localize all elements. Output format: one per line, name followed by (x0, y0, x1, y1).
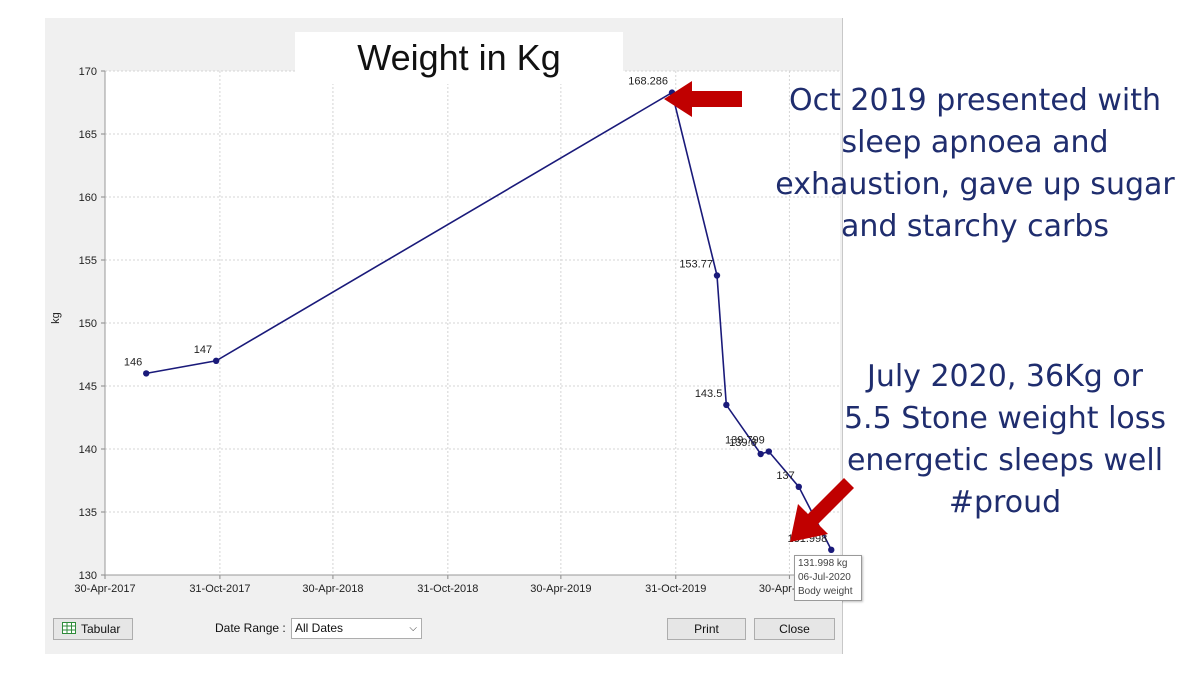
data-point[interactable] (143, 370, 150, 377)
data-label: 146 (124, 356, 142, 368)
y-tick-label: 170 (79, 66, 97, 78)
tooltip-series: Body weight (798, 586, 853, 597)
x-tick-label: 31-Oct-2019 (645, 583, 706, 595)
data-label: 137 (776, 470, 794, 482)
x-tick-label: 30-Apr-2017 (74, 583, 135, 595)
chevron-down-icon: ⌵ (409, 623, 417, 634)
chart-window: 130 135 140 145 150 155 160 165 170 30-Apr-2017 31… (45, 18, 843, 654)
print-button[interactable]: Print (667, 618, 746, 640)
series-body-weight: 146147168.286153.77143.5139.6139.7991371… (124, 76, 835, 554)
tabular-button[interactable]: Tabular (53, 618, 133, 640)
data-label: 139.6 (729, 437, 757, 449)
y-tick-label: 130 (79, 570, 97, 582)
annotation-line: July 2020, 36Kg or (866, 359, 1144, 394)
y-tick-label: 135 (79, 507, 97, 519)
annotation-july-2020: July 2020, 36Kg or 5.5 Stone weight loss… (840, 356, 1170, 524)
bottom-toolbar: Tabular Date Range : All Dates ⌵ Print C… (45, 601, 842, 653)
data-point[interactable] (723, 401, 730, 409)
annotation-line: #proud (948, 485, 1062, 520)
data-point[interactable] (212, 357, 220, 364)
y-tick-label: 165 (79, 129, 97, 141)
data-label: 153.77 (679, 258, 713, 270)
annotation-line: and starchy carbs (840, 209, 1110, 244)
data-point[interactable] (795, 483, 802, 490)
chart-plot: 130 135 140 145 150 155 160 165 170 30-Apr-2017 31… (50, 66, 840, 595)
date-range-label: Date Range : (215, 621, 286, 635)
annotation-line: exhaustion, gave up sugar (775, 167, 1175, 202)
data-tooltip: 131.998 kg 06-Jul-2020 Body weight (794, 555, 862, 601)
y-tick-label: 160 (79, 192, 97, 204)
data-label: 143.5 (695, 388, 723, 400)
y-tick-label: 145 (79, 381, 97, 393)
tabular-button-label: Tabular (81, 622, 121, 636)
data-point[interactable] (828, 546, 835, 554)
chart-title: Weight in Kg (295, 32, 623, 84)
table-icon (62, 621, 76, 637)
data-point[interactable] (757, 450, 764, 458)
data-point[interactable] (765, 448, 773, 455)
annotation-line: 5.5 Stone weight loss (843, 401, 1167, 436)
data-label: 139.799 (725, 435, 765, 447)
date-range-value: All Dates (295, 621, 344, 635)
data-label: 147 (194, 344, 212, 356)
data-point[interactable] (713, 272, 721, 279)
y-tick-label: 150 (79, 318, 97, 330)
annotation-oct-2019: Oct 2019 presented with sleep apnoea and… (760, 80, 1190, 248)
tooltip-value: 131.998 kg (798, 558, 848, 569)
data-label: 168.286 (628, 76, 668, 88)
close-button[interactable]: Close (754, 618, 835, 640)
axes: 130 135 140 145 150 155 160 165 170 30-Apr-2017 31… (74, 66, 840, 595)
y-axis-label: kg (50, 312, 62, 324)
y-tick-label: 155 (79, 255, 97, 267)
annotation-line: sleep apnoea and (841, 125, 1109, 160)
x-tick-label: 31-Oct-2018 (417, 583, 478, 595)
x-tick-label: 30-Apr-2018 (302, 583, 363, 595)
arrow-down-left-icon (790, 478, 854, 542)
tooltip-date: 06-Jul-2020 (798, 572, 851, 583)
x-tick-label: 30-Apr-2019 (530, 583, 591, 595)
annotation-line: Oct 2019 presented with (788, 83, 1161, 118)
y-tick-label: 140 (79, 444, 97, 456)
x-tick-label: 31-Oct-2017 (189, 583, 250, 595)
arrow-left-icon (664, 81, 742, 117)
annotation-line: energetic sleeps well (846, 443, 1164, 478)
date-range-select[interactable]: All Dates ⌵ (291, 618, 422, 639)
